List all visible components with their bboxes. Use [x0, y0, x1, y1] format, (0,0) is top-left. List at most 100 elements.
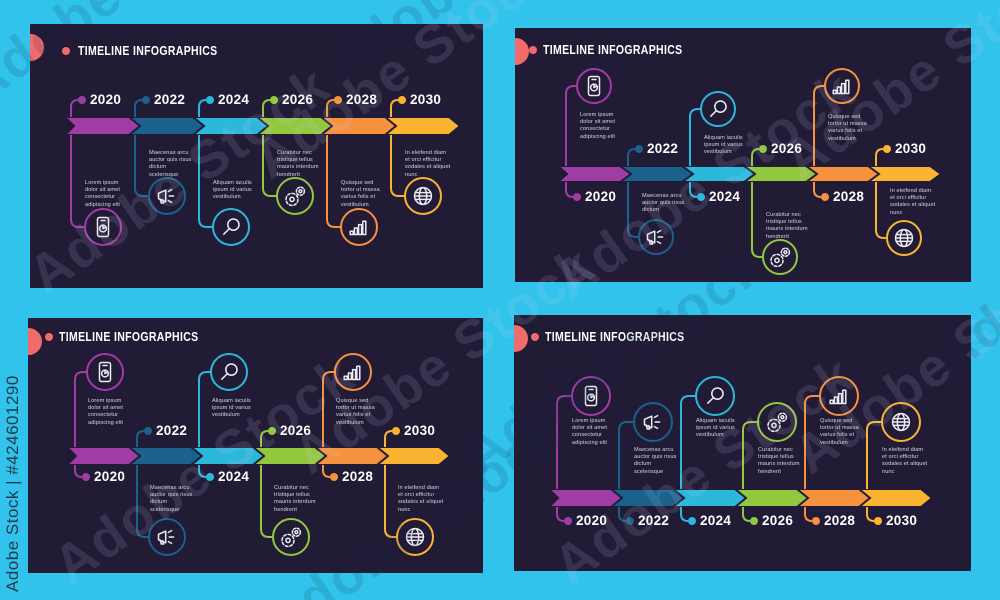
icon-connector-line [262, 135, 277, 197]
year-dot [142, 96, 150, 104]
step-description: Curabitur nec tristique tellus mauris in… [274, 485, 316, 513]
gears-icon [276, 177, 314, 215]
step-description: Lorem ipsum dolor sit amet consectetur a… [85, 180, 121, 208]
icon-connector-line [627, 182, 639, 238]
smartphone-icon [571, 376, 611, 416]
year-label: 2024 [218, 91, 250, 107]
step-description: Aliquam iaculis ipsum id varius vestibul… [213, 180, 252, 201]
year-dot [750, 517, 758, 525]
year-connector-line [198, 465, 207, 478]
step-description: Maecenas arcu auctor quis risus dictum s… [150, 485, 193, 513]
timeline-graphic [62, 96, 462, 246]
step-description: Quisque sed tortor ut massa varius felis… [820, 418, 859, 446]
icon-connector-line [74, 371, 87, 447]
step-description: Curabitur nec tristique tellus mauris in… [277, 150, 319, 178]
title-bullet-dot [531, 333, 539, 341]
icon-connector-line [136, 465, 149, 538]
watermark-side-label: Adobe Stock | #424601290 [3, 375, 22, 592]
icon-connector-line [565, 85, 577, 166]
magnifier-icon [210, 353, 248, 391]
smartphone-icon [86, 353, 124, 391]
step-description: Quisque sed tortor ut massa varius felis… [341, 180, 380, 208]
corner-accent-circle [515, 38, 529, 65]
step-description: In eleifend diam et orci efficitur sodal… [890, 188, 936, 216]
globe-icon [404, 177, 442, 215]
icon-connector-line [556, 395, 572, 489]
year-dot [812, 517, 820, 525]
year-connector-line [390, 99, 399, 117]
year-dot [82, 473, 90, 481]
panel-title: TIMELINE INFOGRAPHICS [78, 44, 218, 58]
year-label: 2022 [647, 140, 679, 156]
year-connector-line [136, 430, 145, 447]
icon-connector-line [322, 371, 335, 447]
year-label: 2020 [94, 468, 126, 484]
title-bullet-dot [45, 333, 53, 341]
step-description: In eleifend diam et orci efficitur sodal… [405, 150, 451, 178]
year-dot [874, 517, 882, 525]
year-label: 2026 [771, 140, 803, 156]
icon-connector-line [198, 371, 211, 447]
year-dot [688, 517, 696, 525]
icon-connector-line [198, 135, 213, 228]
year-label: 2028 [346, 91, 378, 107]
step-description: Quisque sed tortor ut massa varius felis… [828, 114, 867, 142]
timeline-arrow [546, 488, 624, 508]
year-dot [564, 517, 572, 525]
step-description: Aliquam iaculis ipsum id varius vestibul… [696, 418, 735, 439]
icon-connector-line [390, 135, 405, 197]
gears-icon [762, 239, 798, 275]
year-label: 2026 [282, 91, 314, 107]
year-label: 2030 [886, 512, 918, 528]
bar-chart-icon [824, 68, 860, 104]
year-label: 2028 [342, 468, 374, 484]
year-label: 2020 [576, 512, 608, 528]
step-description: Aliquam iaculis ipsum id varius vestibul… [212, 398, 251, 419]
year-label: 2026 [280, 422, 312, 438]
year-label: 2020 [585, 188, 617, 204]
step-description: In eleifend diam et orci efficitur sodal… [398, 485, 444, 513]
year-connector-line [74, 465, 83, 478]
timeline-arrow [64, 446, 142, 466]
year-label: 2030 [404, 422, 436, 438]
year-connector-line [198, 99, 207, 117]
year-connector-line [875, 148, 884, 166]
icon-connector-line [70, 135, 85, 228]
timeline-graphic [64, 353, 452, 556]
year-connector-line [322, 465, 331, 478]
year-connector-line [70, 99, 79, 117]
timeline-graphic [555, 68, 943, 275]
year-dot [759, 145, 767, 153]
year-dot [78, 96, 86, 104]
year-connector-line [134, 99, 143, 117]
step-description: Quisque sed tortor ut massa varius felis… [336, 398, 375, 426]
icon-connector-line [260, 465, 273, 538]
year-dot [270, 96, 278, 104]
year-label: 2028 [824, 512, 856, 528]
title-bullet-dot [62, 47, 70, 55]
year-dot [144, 427, 152, 435]
year-dot [206, 96, 214, 104]
year-connector-line [556, 507, 565, 522]
magnifier-icon [695, 376, 735, 416]
icon-connector-line [384, 465, 397, 538]
year-dot [334, 96, 342, 104]
title-bullet-dot [529, 46, 537, 54]
step-description: Lorem ipsum dolor sit amet consectetur a… [580, 112, 616, 140]
panel-title: TIMELINE INFOGRAPHICS [59, 330, 199, 344]
step-description: In eleifend diam et orci efficitur sodal… [882, 447, 928, 475]
bar-chart-icon [340, 208, 378, 246]
icon-connector-line [689, 108, 701, 166]
year-connector-line [804, 507, 813, 522]
year-connector-line [262, 99, 271, 117]
icon-connector-line [134, 135, 149, 197]
step-description: Maecenas arcu auctor quis risus dictum [642, 193, 685, 214]
icon-connector-line [751, 182, 763, 258]
corner-accent-circle [514, 325, 528, 352]
year-dot [883, 145, 891, 153]
year-label: 2030 [895, 140, 927, 156]
timeline-arrow [62, 116, 142, 136]
year-connector-line [680, 507, 689, 522]
year-label: 2024 [700, 512, 732, 528]
